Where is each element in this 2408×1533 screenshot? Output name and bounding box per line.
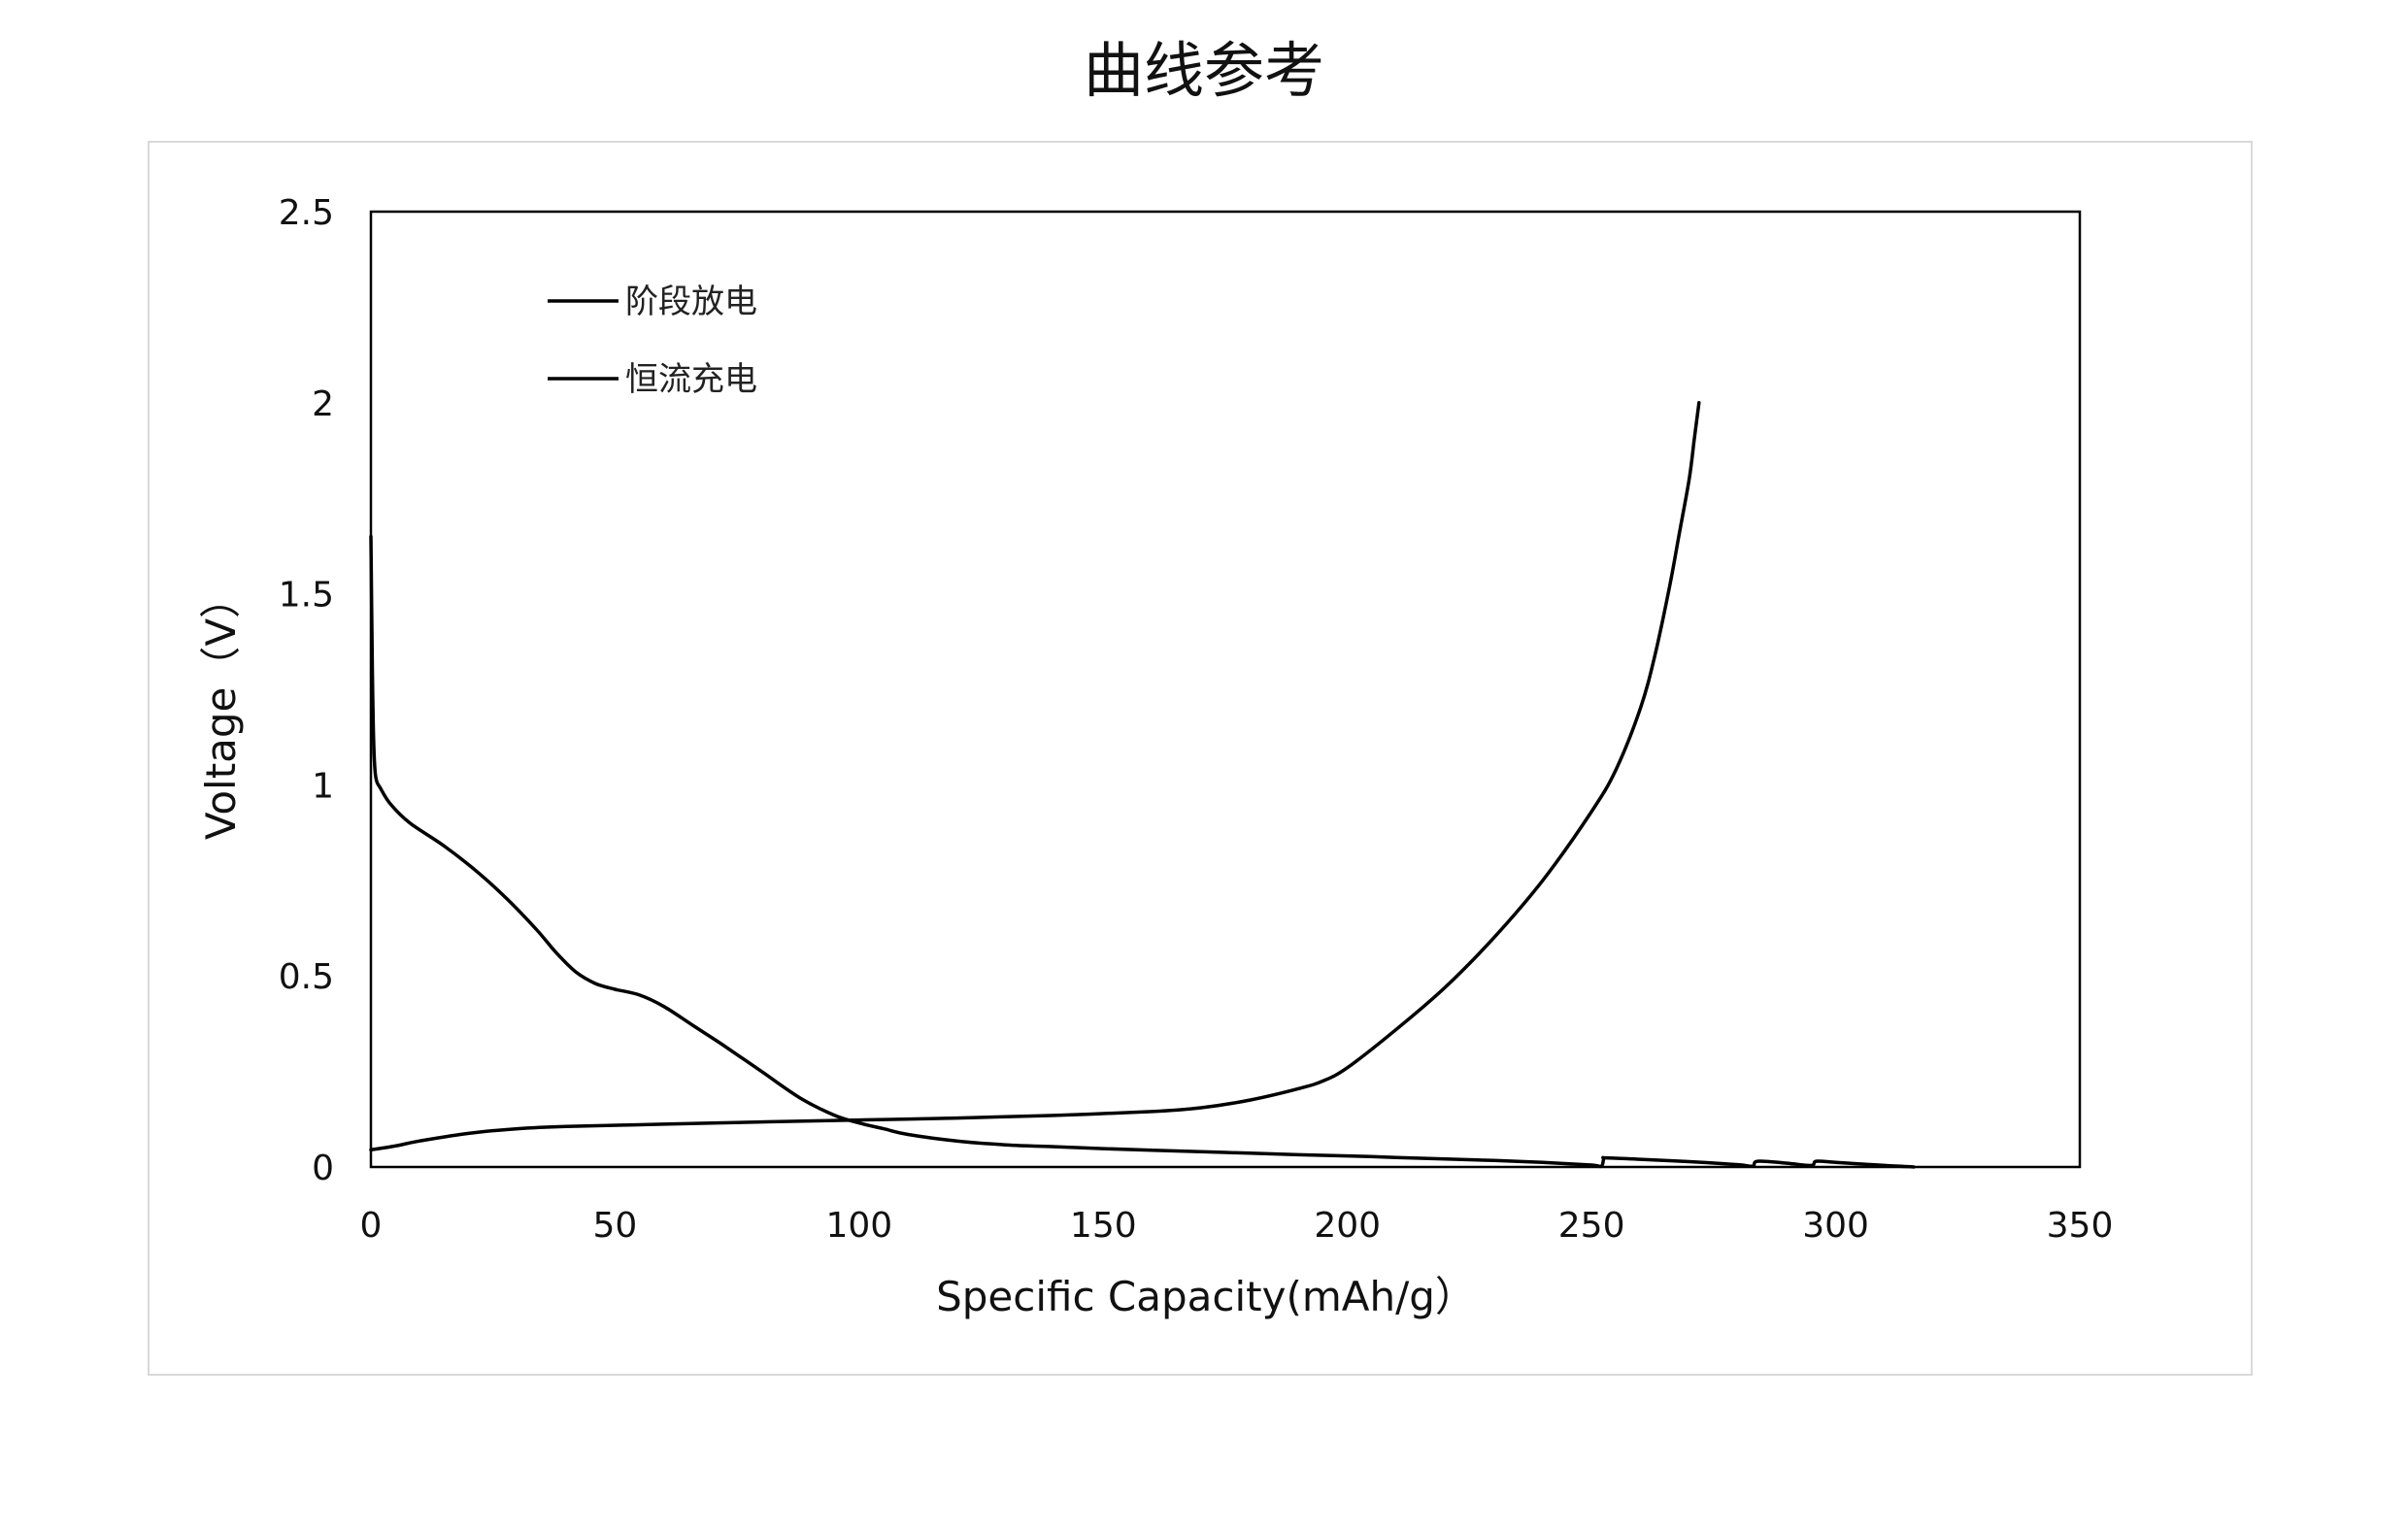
- plot-area-border: [369, 210, 2082, 1169]
- chart-svg: 0 50 100 150 200 250 300 350 0 0.5 1 1.5 2 2.5 Specifi…: [197, 193, 2113, 1320]
- x-tick-label: 0: [360, 1206, 383, 1246]
- y-tick-label: 0.5: [279, 957, 334, 997]
- discharge-series-line: [369, 534, 1916, 1169]
- x-tick-label: 250: [1558, 1206, 1625, 1246]
- x-tick-label: 50: [593, 1206, 638, 1246]
- page-title: 曲线参考: [1083, 35, 1324, 106]
- legend-entry-charge: 恒流充电: [625, 360, 757, 399]
- plot-layer: 0 50 100 150 200 250 300 350 0 0.5 1 1.5 2 2.5 Specifi…: [197, 193, 2113, 1320]
- charge-series-line: [369, 401, 1701, 1152]
- y-tick-label: 2.5: [279, 193, 334, 233]
- x-axis-title: Specific Capacity(mAh/g）: [936, 1273, 1476, 1320]
- y-axis-title: Voltage（V）: [197, 578, 245, 840]
- x-tick-label: 350: [2047, 1206, 2114, 1246]
- chart-container: 0 50 100 150 200 250 300 350 0 0.5 1 1.5 2 2.5 Specifi…: [148, 141, 2253, 1376]
- y-tick-label: 1.5: [279, 576, 334, 616]
- y-tick-label: 1: [312, 766, 334, 806]
- y-tick-label: 0: [312, 1149, 334, 1188]
- y-tick-label: 2: [312, 384, 334, 424]
- legend-entry-discharge: 阶段放电: [625, 283, 757, 321]
- x-tick-label: 200: [1314, 1206, 1381, 1246]
- x-tick-label: 100: [825, 1206, 892, 1246]
- x-tick-label: 150: [1070, 1206, 1137, 1246]
- x-tick-label: 300: [1802, 1206, 1869, 1246]
